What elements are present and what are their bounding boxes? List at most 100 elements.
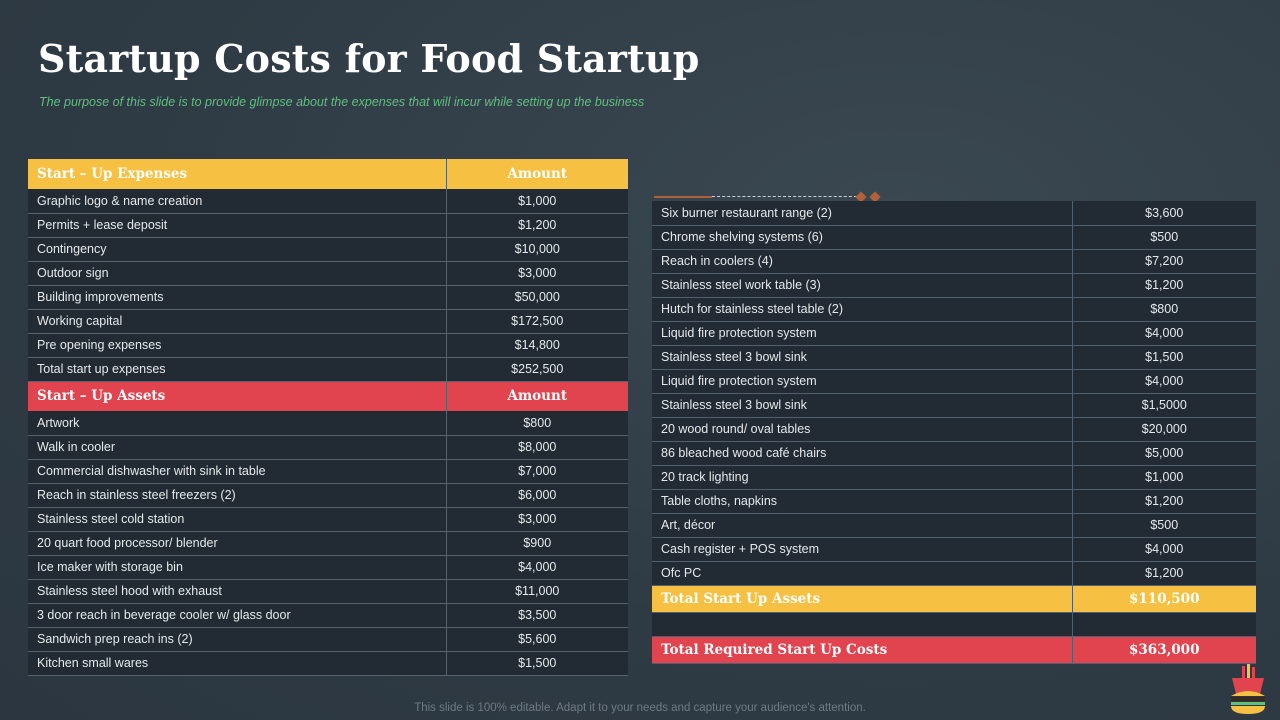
row-label: Graphic logo & name creation [28,189,447,214]
row-amount: $20,000 [1072,417,1256,442]
row-amount: $3,600 [1072,201,1256,226]
row-amount: $1,500 [1072,345,1256,370]
spacer-cell [652,612,1073,637]
row-label: Cash register + POS system [652,537,1073,562]
row-amount: $5,600 [446,627,628,652]
table-row: Reach in stainless steel freezers (2) $6,… [28,483,628,508]
row-label: Chrome shelving systems (6) [652,225,1073,250]
row-amount: $6,000 [446,483,628,508]
total-required-label: Total Required Start Up Costs [652,636,1073,664]
spacer-cell [1072,612,1256,637]
row-amount: $900 [446,531,628,556]
table-row: Ofc PC $1,200 [652,561,1256,586]
row-label: Ice maker with storage bin [28,555,447,580]
row-amount: $7,200 [1072,249,1256,274]
row-label: Pre opening expenses [28,333,447,358]
row-amount: $5,000 [1072,441,1256,466]
row-amount: $800 [1072,297,1256,322]
row-label: Table cloths, napkins [652,489,1073,514]
assets-header-row: Start – Up Assets Amount [28,381,628,411]
row-label: Commercial dishwasher with sink in table [28,459,447,484]
row-label: Liquid fire protection system [652,369,1073,394]
row-label: Kitchen small wares [28,651,447,676]
row-amount: $4,000 [1072,369,1256,394]
row-label: Stainless steel 3 bowl sink [652,393,1073,418]
row-amount: $3,000 [446,261,628,286]
row-amount: $1,200 [446,213,628,238]
table-row: Building improvements $50,000 [28,285,628,310]
page-subtitle: The purpose of this slide is to provide … [39,95,645,109]
row-label: Stainless steel cold station [28,507,447,532]
row-label: 3 door reach in beverage cooler w/ glass… [28,603,447,628]
total-assets-label: Total Start Up Assets [652,585,1073,613]
assets-header-label: Start – Up Assets [28,381,447,411]
row-label: 20 track lighting [652,465,1073,490]
row-amount: $10,000 [446,237,628,262]
row-label: Hutch for stainless steel table (2) [652,297,1073,322]
table-row: Artwork $800 [28,411,628,436]
row-label: Art, décor [652,513,1073,538]
row-amount: $11,000 [446,579,628,604]
row-amount: $800 [446,411,628,436]
footer-note: This slide is 100% editable. Adapt it to… [414,702,866,714]
row-amount: $500 [1072,513,1256,538]
row-label: Reach in stainless steel freezers (2) [28,483,447,508]
row-amount: $1,000 [1072,465,1256,490]
row-amount: $3,500 [446,603,628,628]
table-row: Cash register + POS system $4,000 [652,537,1256,562]
row-label: Walk in cooler [28,435,447,460]
row-label: Total start up expenses [28,357,447,382]
expenses-assets-table: Start – Up Expenses Amount Graphic logo … [28,159,628,676]
assets-header-amount: Amount [446,381,628,411]
table-row: 20 wood round/ oval tables $20,000 [652,417,1256,442]
row-amount: $8,000 [446,435,628,460]
table-row: Reach in coolers (4) $7,200 [652,249,1256,274]
row-label: Permits + lease deposit [28,213,447,238]
table-row: Walk in cooler $8,000 [28,435,628,460]
row-label: 20 quart food processor/ blender [28,531,447,556]
row-label: Sandwich prep reach ins (2) [28,627,447,652]
row-amount: $1,500 [446,651,628,676]
table-row: Hutch for stainless steel table (2) $800 [652,297,1256,322]
row-amount: $3,000 [446,507,628,532]
row-amount: $50,000 [446,285,628,310]
table-row: Pre opening expenses $14,800 [28,333,628,358]
row-amount: $1,200 [1072,561,1256,586]
row-label: Contingency [28,237,447,262]
table-row: Outdoor sign $3,000 [28,261,628,286]
table-row: Art, décor $500 [652,513,1256,538]
row-amount: $14,800 [446,333,628,358]
total-assets-amount: $110,500 [1072,585,1256,613]
table-row: 86 bleached wood café chairs $5,000 [652,441,1256,466]
table-row: Graphic logo & name creation $1,000 [28,189,628,214]
table-row: Liquid fire protection system $4,000 [652,369,1256,394]
row-label: Six burner restaurant range (2) [652,201,1073,226]
row-amount: $252,500 [446,357,628,382]
row-amount: $1,200 [1072,273,1256,298]
table-row: Permits + lease deposit $1,200 [28,213,628,238]
row-label: Stainless steel work table (3) [652,273,1073,298]
row-label: Artwork [28,411,447,436]
table-row: Stainless steel cold station $3,000 [28,507,628,532]
row-label: Working capital [28,309,447,334]
row-amount: $1,200 [1072,489,1256,514]
row-label: Stainless steel 3 bowl sink [652,345,1073,370]
table-row: Kitchen small wares $1,500 [28,651,628,676]
table-row: Sandwich prep reach ins (2) $5,600 [28,627,628,652]
table-row: Chrome shelving systems (6) $500 [652,225,1256,250]
row-label: Building improvements [28,285,447,310]
table-row: Table cloths, napkins $1,200 [652,489,1256,514]
table-row: 3 door reach in beverage cooler w/ glass… [28,603,628,628]
total-assets-row: Total Start Up Assets $110,500 [652,585,1256,613]
row-label: Liquid fire protection system [652,321,1073,346]
row-amount: $1,000 [446,189,628,214]
row-amount: $500 [1072,225,1256,250]
total-required-row: Total Required Start Up Costs $363,000 [652,636,1256,664]
table-row: Stainless steel work table (3) $1,200 [652,273,1256,298]
table-row: Ice maker with storage bin $4,000 [28,555,628,580]
row-amount: $4,000 [446,555,628,580]
row-amount: $1,5000 [1072,393,1256,418]
expenses-header-row: Start – Up Expenses Amount [28,159,628,189]
row-label: 20 wood round/ oval tables [652,417,1073,442]
row-label: Outdoor sign [28,261,447,286]
